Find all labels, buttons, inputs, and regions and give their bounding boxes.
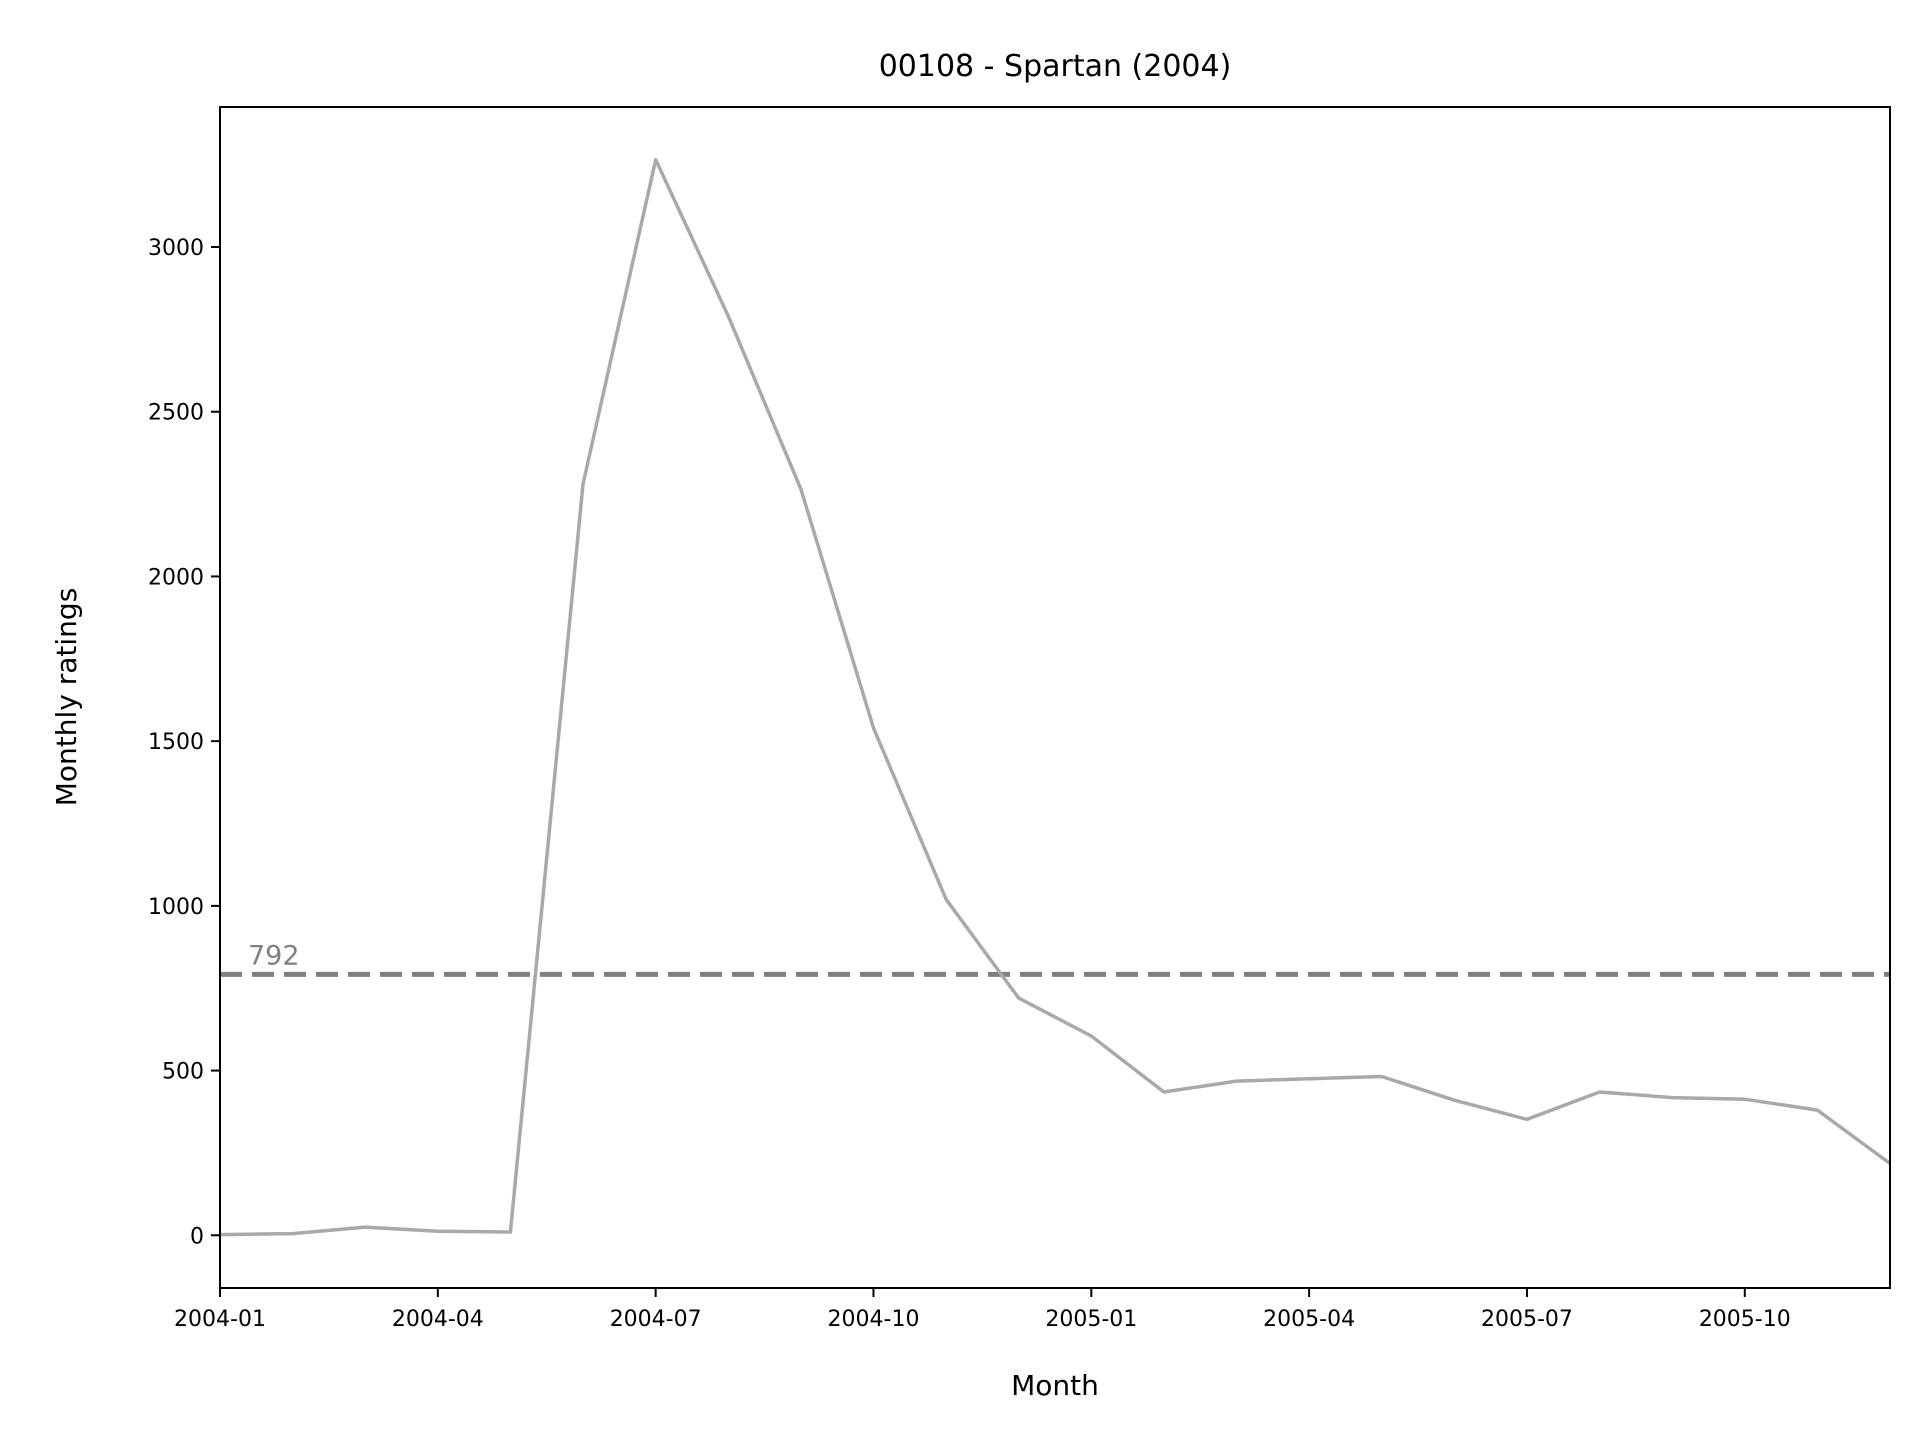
chart-title: 00108 - Spartan (2004) (879, 49, 1232, 84)
x-tick-label: 2004-07 (610, 1307, 702, 1332)
x-tick-label: 2005-07 (1481, 1307, 1573, 1332)
y-tick-label: 1000 (148, 895, 204, 920)
y-tick-label: 500 (162, 1060, 204, 1085)
reference-line-label: 792 (248, 940, 300, 971)
series-line-0 (219, 157, 1892, 1237)
y-axis-label: Monthly ratings (50, 588, 83, 807)
y-tick-label: 3000 (148, 236, 204, 261)
x-tick-label: 2005-01 (1045, 1307, 1137, 1332)
x-tick-label: 2004-01 (174, 1307, 266, 1332)
plot-area: 792 (219, 157, 1892, 1237)
y-tick-label: 2500 (148, 401, 204, 426)
y-tick-label: 2000 (148, 565, 204, 590)
y-tick-label: 1500 (148, 730, 204, 755)
x-axis-label: Month (1011, 1369, 1099, 1402)
x-tick-label: 2005-10 (1699, 1307, 1791, 1332)
x-axis: 2004-01 2004-04 2004-07 2004-10 2005-01 2005-… (174, 1288, 1791, 1332)
y-tick-label: 0 (190, 1224, 204, 1249)
y-axis: 0 500 1000 1500 2000 2500 3000 (148, 236, 220, 1249)
x-tick-label: 2004-04 (392, 1307, 484, 1332)
plot-frame (219, 106, 1891, 1289)
x-tick-label: 2004-10 (828, 1307, 920, 1332)
x-tick-label: 2005-04 (1263, 1307, 1355, 1332)
